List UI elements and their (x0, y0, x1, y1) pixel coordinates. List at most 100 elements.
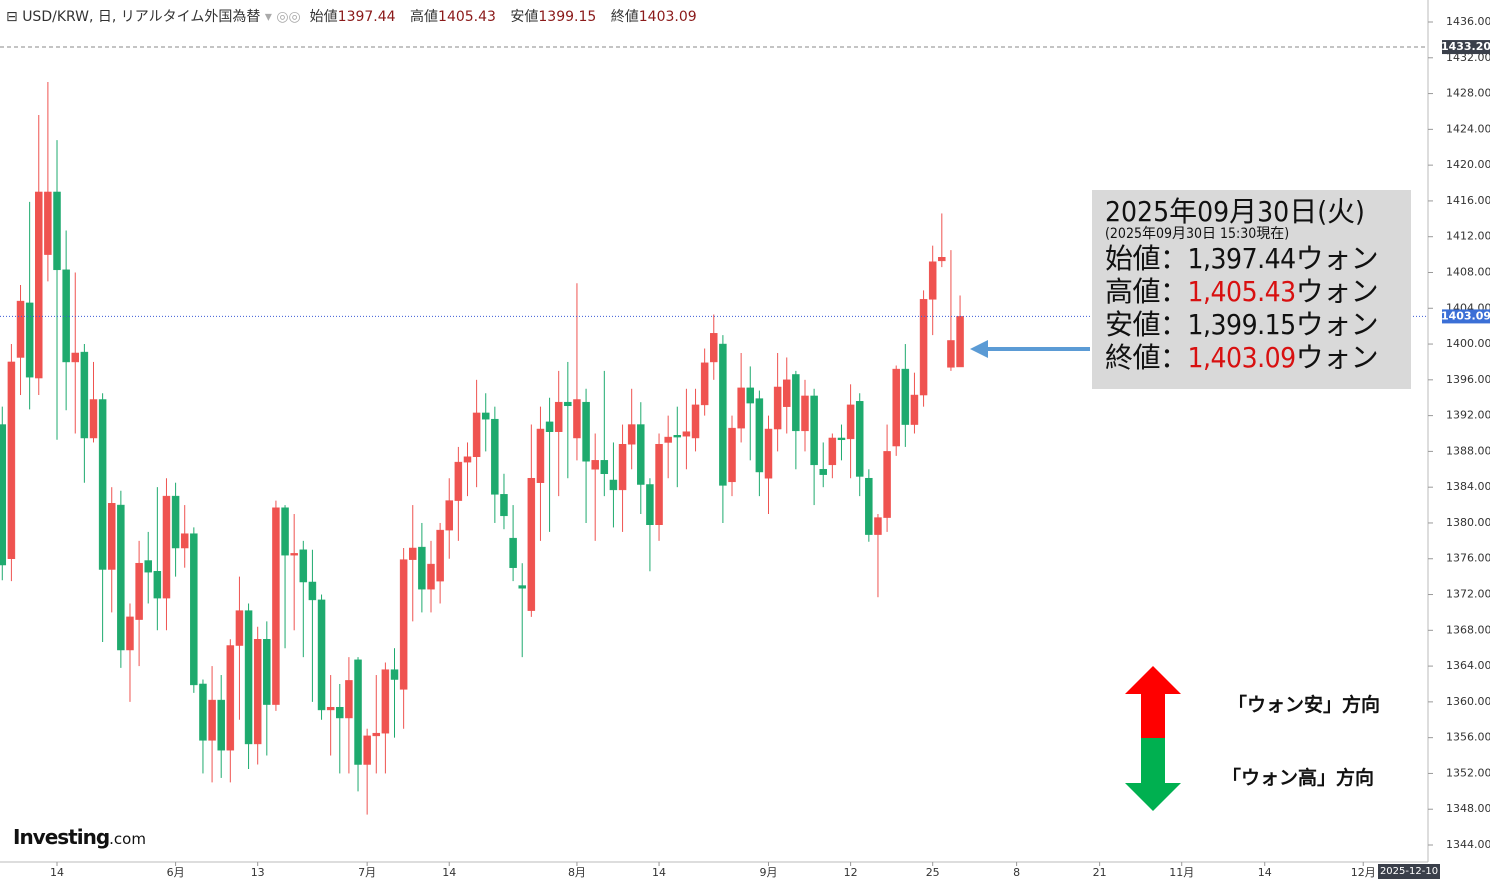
candle-body (500, 494, 508, 517)
y-tick-label: 1416.00 (1446, 194, 1490, 207)
candle-body (837, 437, 846, 441)
row-label: 高値： (1105, 275, 1188, 308)
candle-body (673, 435, 682, 438)
candle-body (244, 610, 253, 745)
x-tick-label: 13 (251, 866, 265, 879)
candle-body (226, 645, 235, 751)
candle-body (947, 340, 955, 368)
candle-body (938, 257, 946, 262)
candle-body (53, 191, 61, 271)
y-tick-label: 1376.00 (1446, 552, 1490, 565)
candle-body (126, 616, 134, 651)
y-tick-label: 1424.00 (1446, 122, 1490, 135)
candle-body (445, 500, 453, 531)
candle-body (208, 699, 216, 741)
last-price-label: 1403.09 (1441, 309, 1490, 322)
candle-body (199, 683, 207, 741)
candle-body (600, 460, 609, 475)
ohlc-value: 1405.43 (438, 9, 496, 25)
y-tick-label: 1408.00 (1446, 265, 1490, 278)
candle-body (44, 191, 52, 255)
candle-body (564, 401, 572, 407)
y-tick-label: 1396.00 (1446, 373, 1490, 386)
candle-body (399, 559, 408, 690)
y-tick-label: 1344.00 (1446, 838, 1490, 851)
candle-body (919, 299, 928, 396)
pointer-arrow-head (970, 340, 988, 358)
logo-suffix: .com (109, 830, 146, 848)
candle-body (354, 659, 362, 765)
candle-body (98, 399, 107, 570)
y-tick-label: 1380.00 (1446, 516, 1490, 529)
candle-body (107, 503, 116, 570)
row-value: 1,403.09 (1187, 341, 1297, 374)
candle-body (25, 302, 34, 378)
candle-body (472, 412, 481, 458)
y-tick-label: 1420.00 (1446, 158, 1490, 171)
candle-body (618, 443, 627, 491)
candle-body (545, 421, 554, 432)
candle-body (491, 418, 499, 495)
candle-body (0, 424, 7, 566)
y-tick-label: 1372.00 (1446, 588, 1490, 601)
ohlc-label: 安値 (510, 9, 539, 25)
y-tick-label: 1356.00 (1446, 731, 1490, 744)
candle-body (89, 399, 98, 439)
symbol: USD/KRW, 日, リアルタイム外国為替 (22, 9, 261, 25)
candle-body (801, 395, 809, 432)
candle-body (171, 495, 180, 549)
ohlc-value: 1397.44 (337, 9, 396, 25)
candle-body (263, 639, 271, 705)
up-label: 「ウォン安」方向 (1228, 694, 1381, 716)
cursor-date: 2025-12-10 (1378, 864, 1440, 879)
candle-body (16, 300, 25, 358)
candle-body (582, 401, 590, 462)
candle-body (290, 553, 298, 556)
candle-body (846, 404, 855, 440)
x-tick-label: 12 (844, 866, 858, 879)
candle-body (764, 428, 773, 479)
candle-body (299, 549, 308, 583)
row-unit: ウォン (1295, 242, 1379, 275)
x-tick-label: 14 (1258, 866, 1272, 879)
candle-body (427, 563, 435, 590)
up-arrow (1125, 666, 1181, 738)
row-value: 1,399.15 (1187, 308, 1297, 341)
candle-body (527, 477, 536, 611)
candle-body (481, 412, 490, 420)
candle-body (755, 398, 764, 473)
candle-body (345, 680, 353, 719)
candle-body (865, 477, 873, 535)
candle-body (71, 352, 80, 363)
candle-body (664, 436, 672, 443)
y-tick-label: 1368.00 (1446, 623, 1490, 636)
ohlc-label: 始値 (309, 9, 338, 25)
logo: Investing.com (13, 825, 146, 849)
x-tick-label: 14 (652, 866, 666, 879)
y-tick-label: 1436.00 (1446, 15, 1490, 28)
y-tick-label: 1348.00 (1446, 802, 1490, 815)
candle-body (454, 461, 463, 501)
candle-body (646, 484, 654, 526)
x-tick-label: 11月 (1169, 866, 1194, 879)
candle-body (928, 261, 937, 300)
candle-body (463, 456, 472, 463)
candle-body (554, 401, 563, 432)
candle-body (691, 404, 700, 439)
x-tick-label: 8月 (568, 866, 586, 879)
y-tick-label: 1412.00 (1446, 230, 1490, 243)
candle-body (518, 585, 526, 589)
logo-name: Investing (13, 825, 110, 849)
candle-body (180, 533, 189, 549)
candle-body (381, 669, 390, 734)
candle-body (536, 428, 545, 483)
high-marker-box (1442, 40, 1490, 55)
ohlc-value: 1403.09 (638, 9, 697, 25)
candle-body (773, 386, 782, 430)
row-value: 1,397.44 (1187, 242, 1297, 275)
candle-body (746, 387, 755, 404)
plot (0, 81, 964, 815)
candle-body (874, 517, 882, 535)
